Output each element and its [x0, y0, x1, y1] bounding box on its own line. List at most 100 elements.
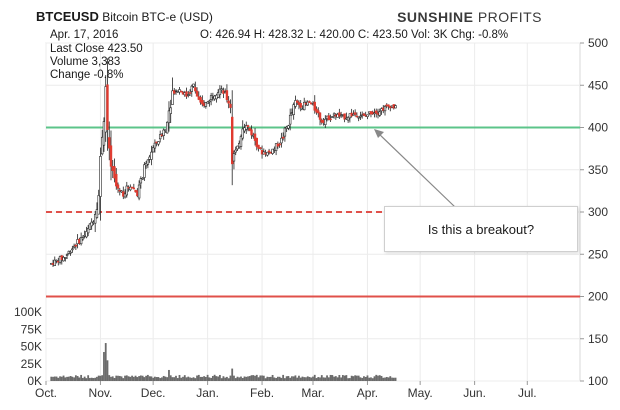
candle-body — [329, 118, 332, 121]
candle-body — [394, 105, 397, 109]
candle-body — [192, 83, 195, 87]
candle-body — [313, 101, 316, 111]
volume-bar — [347, 378, 350, 381]
volume-bar — [303, 377, 306, 381]
candle-body — [366, 114, 369, 118]
brand-logo: SUNSHINE PROFITS — [397, 9, 542, 25]
volume-bar — [152, 377, 155, 381]
volume-bar — [53, 376, 56, 381]
candle-body — [324, 118, 327, 125]
candle-body — [72, 245, 76, 248]
breakout-callout: Is this a breakout? — [384, 206, 578, 252]
candle-body — [167, 110, 171, 124]
volume-stat: Volume 3,383 — [50, 56, 121, 68]
candle-body — [267, 150, 271, 153]
candle-body — [245, 125, 248, 130]
candle-body — [292, 104, 295, 115]
candle-body — [220, 88, 223, 91]
x-tick-label: Jan. — [196, 386, 219, 400]
volume-bar — [92, 378, 95, 381]
volume-bar — [219, 374, 221, 381]
volume-bar — [348, 378, 351, 381]
volume-bar — [220, 378, 223, 381]
volume-bar — [57, 377, 60, 381]
volume-bar — [111, 376, 114, 381]
volume-bar — [178, 374, 181, 381]
volume-bar — [366, 375, 369, 381]
volume-bar — [52, 376, 54, 381]
volume-bar — [139, 375, 142, 381]
candle-body — [81, 237, 85, 240]
volume-bar — [250, 375, 253, 381]
candle-body — [294, 100, 297, 107]
candle-body — [146, 159, 150, 165]
candle-body — [53, 259, 56, 266]
volume-bar — [161, 377, 163, 381]
volume-tick-label: 100K — [14, 305, 42, 319]
candle-body — [187, 94, 190, 96]
candle-body — [234, 149, 237, 153]
candle-body — [150, 151, 153, 160]
volume-bar — [166, 377, 169, 381]
candle-body — [283, 127, 287, 137]
volume-bar — [287, 376, 290, 381]
volume-bar — [213, 374, 216, 381]
candle-body — [266, 151, 269, 156]
candle-body — [355, 115, 359, 118]
candle-body — [55, 259, 58, 262]
volume-bars — [50, 343, 397, 381]
volume-bar — [301, 376, 304, 381]
volume-bar — [224, 377, 227, 381]
volume-bar — [257, 377, 260, 381]
volume-bar — [247, 376, 249, 381]
candle-body — [201, 99, 204, 105]
candle-body — [180, 90, 183, 93]
volume-bar — [363, 376, 365, 381]
volume-bar — [320, 375, 323, 381]
volume-bar — [227, 378, 230, 381]
candle-body — [332, 113, 336, 116]
candle-body — [90, 221, 93, 227]
candle-body — [166, 121, 169, 134]
volume-bar — [157, 377, 160, 381]
volume-bar — [299, 377, 302, 381]
volume-bar — [340, 377, 343, 381]
volume-bar — [190, 377, 193, 381]
volume-bar — [319, 377, 321, 381]
volume-bar — [141, 375, 144, 381]
candle-body — [387, 104, 390, 107]
volume-bar — [243, 376, 246, 381]
volume-bar — [134, 375, 137, 381]
volume-bar — [294, 375, 297, 381]
volume-bar — [331, 375, 334, 381]
volume-bar — [336, 377, 339, 381]
volume-bar — [252, 375, 255, 381]
volume-bar — [308, 376, 311, 381]
volume-bar — [85, 378, 88, 381]
volume-tick-label: 25K — [21, 357, 42, 371]
volume-bar — [117, 375, 119, 381]
candle-body — [162, 129, 165, 136]
volume-bar — [132, 376, 135, 381]
volume-bar — [315, 378, 318, 381]
instrument-name: Bitcoin BTC-e (USD) — [102, 10, 213, 24]
volume-bar — [60, 376, 63, 381]
volume-bar — [382, 377, 385, 381]
candle-body — [236, 145, 239, 150]
candle-body — [218, 88, 222, 96]
candle-body — [71, 248, 74, 251]
candle-body — [99, 156, 102, 197]
volume-bar — [384, 377, 386, 381]
volume-bar — [189, 377, 191, 381]
candle-body — [194, 87, 197, 92]
x-tick-label: Jul. — [518, 386, 537, 400]
volume-bar — [264, 378, 267, 381]
logo-bold: SUNSHINE — [397, 9, 474, 25]
volume-bar — [83, 376, 86, 381]
volume-bar — [266, 376, 269, 381]
volume-bar — [394, 377, 397, 381]
candle-body — [255, 137, 258, 148]
change-stat: Change -0.8% — [50, 69, 124, 81]
candle-body — [246, 125, 250, 128]
candle-body — [188, 92, 192, 94]
